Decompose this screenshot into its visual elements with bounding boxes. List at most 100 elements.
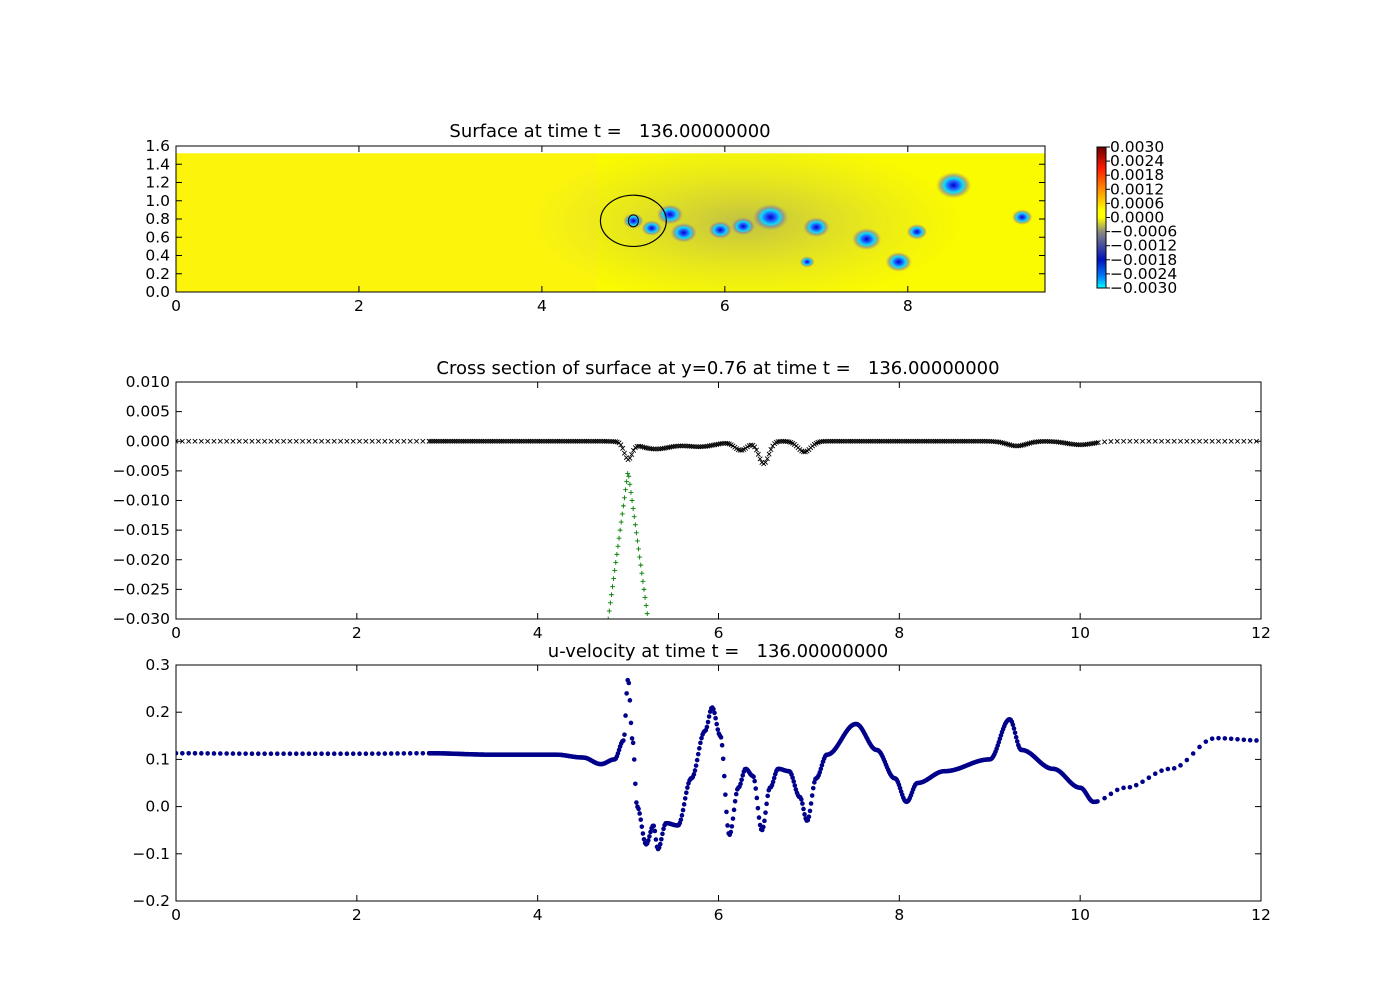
u-velocity-point xyxy=(624,691,629,696)
cross-section-x-marker xyxy=(678,443,684,449)
colorbar-tick-label: 0.0006 xyxy=(1110,194,1164,212)
pressure-profile-plus-marker xyxy=(612,568,618,573)
cross-section-x-marker xyxy=(1215,438,1222,444)
cross-section-x-marker xyxy=(179,438,185,444)
cross-section-x-marker xyxy=(293,438,299,444)
cross-section-x-marker xyxy=(638,443,644,449)
u-velocity-point xyxy=(1133,782,1139,788)
cross-section-x-marker xyxy=(960,438,966,444)
colorbar-labels: 0.00300.00240.00180.00120.00060.0000−0.0… xyxy=(1106,138,1177,297)
u-velocity-point xyxy=(186,750,191,756)
u-velocity-point xyxy=(627,698,633,703)
cross-section-x-marker xyxy=(446,438,452,444)
u-velocity-point xyxy=(738,781,743,787)
u-velocity-point xyxy=(705,719,711,725)
u-velocity-point xyxy=(761,824,766,830)
u-velocity-point xyxy=(274,751,280,757)
u-velocity-point xyxy=(652,828,658,834)
cross-section-x-marker xyxy=(600,438,606,444)
cross-section-x-marker xyxy=(450,438,456,444)
u-velocity-point xyxy=(762,818,767,824)
cross-section-x-marker xyxy=(473,438,479,444)
u-velocity-point xyxy=(806,814,812,820)
cross-section-x-marker xyxy=(1012,443,1018,449)
u-velocity-point xyxy=(681,802,687,807)
cross-section-x-marker xyxy=(596,438,602,444)
cross-section-x-marker xyxy=(1114,438,1120,444)
cross-section-x-marker xyxy=(455,438,461,444)
cross-section-x-tick-label: 0 xyxy=(171,624,181,642)
cross-section-x-marker xyxy=(350,438,356,444)
u-velocity-point xyxy=(721,773,727,779)
cross-section-x-marker xyxy=(198,438,204,444)
cross-section-x-marker xyxy=(900,438,906,444)
u-velocity-point xyxy=(634,800,639,805)
u-velocity-point xyxy=(363,751,369,757)
cross-section-x-marker xyxy=(873,438,879,444)
pressure-source-circle xyxy=(599,194,667,248)
cross-section-x-marker xyxy=(538,438,544,444)
cross-section-x-marker xyxy=(457,438,463,444)
pressure-profile-plus-marker xyxy=(642,595,648,600)
cross-section-x-marker xyxy=(562,438,568,444)
cross-section-x-marker xyxy=(835,438,841,444)
cross-section-x-marker xyxy=(620,445,626,451)
colorbar-tick-label: 0.0018 xyxy=(1110,166,1164,184)
u-velocity-point xyxy=(732,798,738,804)
u-velocity-point xyxy=(800,801,805,806)
u-velocity-point xyxy=(1165,766,1171,772)
cross-section-x-marker xyxy=(951,438,957,444)
surface-title: Surface at time t = 136.00000000 xyxy=(449,121,770,142)
cross-section-x-marker xyxy=(1165,438,1171,444)
cross-section-x-marker xyxy=(594,438,600,444)
cross-section-x-marker xyxy=(479,438,485,444)
cross-section-x-marker xyxy=(593,438,599,444)
cross-section-x-marker xyxy=(846,438,852,444)
cross-section-x-marker xyxy=(262,438,268,444)
cross-section-x-marker xyxy=(755,451,761,457)
cross-section-x-marker xyxy=(565,438,571,444)
cross-section-x-marker xyxy=(641,444,647,450)
cross-section-x-marker xyxy=(573,438,579,444)
cross-section-x-marker xyxy=(585,438,591,444)
u-velocity-point xyxy=(706,714,712,719)
cross-section-x-marker xyxy=(441,438,447,444)
cross-section-x-marker xyxy=(1140,438,1146,444)
pressure-profile-plus-marker xyxy=(638,562,644,568)
cross-section-x-marker xyxy=(627,455,633,461)
surface-x-tick-label: 0 xyxy=(171,297,181,315)
cross-section-x-marker xyxy=(549,438,555,444)
u-velocity-marks xyxy=(176,677,1259,852)
cross-section-x-marker xyxy=(694,444,700,450)
cross-section-x-marker xyxy=(1184,438,1190,444)
cross-section-x-marker xyxy=(858,438,864,444)
cross-section-x-marker xyxy=(1041,438,1047,444)
u-velocity-point xyxy=(753,786,759,791)
u-velocity-point xyxy=(695,751,701,757)
pressure-profile-plus-marker xyxy=(637,554,643,560)
cross-section-x-marker xyxy=(1178,438,1184,444)
cross-section-x-tick-label: 2 xyxy=(352,624,362,642)
cross-section-x-marker xyxy=(961,438,967,444)
u-velocity-point xyxy=(802,812,807,817)
cross-section-x-marker xyxy=(958,438,964,444)
cross-section-x-marker xyxy=(884,438,890,444)
u-velocity-point xyxy=(1102,795,1107,801)
u-velocity-point xyxy=(692,768,698,773)
surface-x-tick-label: 4 xyxy=(537,297,547,315)
u-velocity-point xyxy=(1152,771,1158,777)
cross-section-x-marker xyxy=(911,438,917,444)
u-velocity-point xyxy=(224,751,229,756)
cross-section-x-marker xyxy=(752,444,758,450)
surface-depression xyxy=(935,172,972,199)
cross-section-x-marker xyxy=(522,438,528,444)
cross-section-x-marker xyxy=(560,438,566,444)
u-velocity-point xyxy=(791,779,797,784)
cross-section-x-marker xyxy=(840,438,846,444)
cross-section-x-marker xyxy=(838,438,844,444)
cross-section-x-marker xyxy=(869,438,875,444)
cross-section-x-marker xyxy=(413,438,420,444)
cross-section-x-marker xyxy=(236,438,242,444)
pressure-profile-plus-marker xyxy=(615,543,621,549)
